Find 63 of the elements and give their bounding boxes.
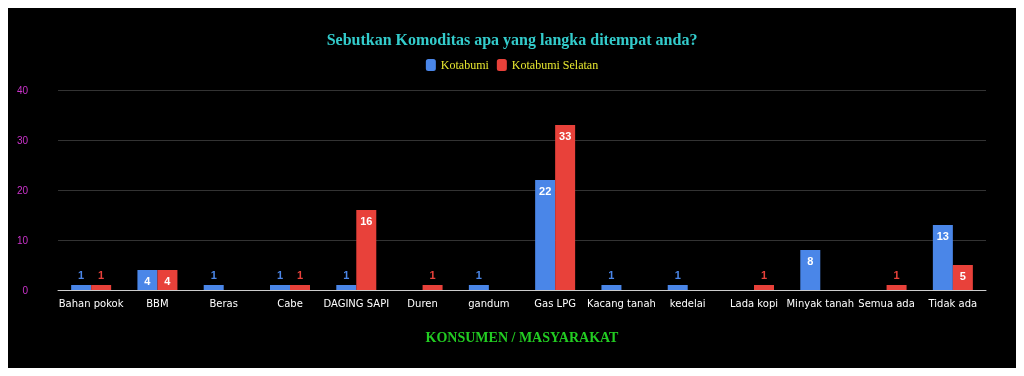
bar — [667, 285, 688, 290]
x-axis-title: KONSUMEN / MASYARAKAT — [425, 329, 620, 345]
legend-label: Kotabumi — [440, 58, 490, 72]
data-label: 4 — [164, 274, 172, 287]
bar — [800, 250, 821, 290]
x-tick-label: Gas LPG — [534, 297, 576, 309]
data-label: 5 — [959, 269, 966, 282]
bar — [952, 265, 973, 290]
bar — [336, 285, 357, 290]
y-tick-label: 0 — [22, 284, 29, 296]
x-tick-label: Lada kopi — [729, 297, 779, 309]
x-tick-label: kedelai — [669, 297, 706, 309]
chart-title: Sebutkan Komoditas apa yang langka ditempat anda? — [326, 30, 698, 49]
legend-label: Kotabumi Selatan — [511, 58, 599, 72]
x-tick-label: gandum — [468, 297, 510, 309]
bar — [71, 285, 92, 290]
x-tick-label: Minyak tanah — [786, 297, 855, 309]
y-tick-label: 30 — [16, 134, 29, 146]
data-label: 22 — [539, 184, 552, 197]
data-label: 1 — [296, 268, 304, 281]
bar — [886, 285, 907, 290]
data-label: 1 — [475, 268, 482, 281]
data-label: 1 — [98, 268, 105, 281]
bar — [290, 285, 310, 290]
bar — [932, 225, 953, 290]
data-label: 1 — [210, 268, 217, 281]
bar — [203, 285, 224, 290]
data-label: 13 — [936, 229, 949, 242]
y-tick-label: 10 — [16, 234, 29, 246]
x-tick-label: BBM — [146, 297, 169, 309]
bar — [468, 285, 489, 290]
data-label: 1 — [276, 268, 284, 281]
x-tick-label: Semua ada — [858, 297, 915, 309]
x-tick-label: Bahan pokok — [58, 297, 124, 309]
data-label: 1 — [760, 268, 768, 281]
x-tick-label: DAGING SAPI — [323, 297, 390, 309]
data-label: 4 — [144, 274, 152, 287]
y-tick-label: 20 — [16, 184, 29, 196]
bar — [157, 270, 178, 290]
data-label: 1 — [343, 268, 350, 281]
data-label: 1 — [429, 268, 436, 281]
data-label: 1 — [78, 268, 85, 281]
data-label: 33 — [559, 129, 572, 142]
x-tick-label: Kacang tanah — [587, 297, 656, 309]
x-tick-label: Duren — [407, 297, 438, 309]
x-tick-label: Beras — [209, 297, 238, 309]
bar — [137, 270, 158, 290]
bar — [555, 125, 576, 290]
data-label: 8 — [807, 254, 814, 267]
data-label: 16 — [360, 214, 373, 227]
data-label: 1 — [893, 268, 900, 281]
data-label: 1 — [674, 268, 681, 281]
bar — [535, 180, 556, 290]
bar — [356, 210, 377, 290]
bar — [754, 285, 774, 290]
bar — [422, 285, 443, 290]
y-tick-label: 40 — [16, 84, 29, 96]
x-tick-label: Tidak ada — [927, 297, 978, 309]
x-tick-label: Cabe — [277, 297, 303, 309]
data-label: 1 — [608, 268, 615, 281]
bar — [270, 285, 290, 290]
bar — [91, 285, 112, 290]
bar — [601, 285, 622, 290]
